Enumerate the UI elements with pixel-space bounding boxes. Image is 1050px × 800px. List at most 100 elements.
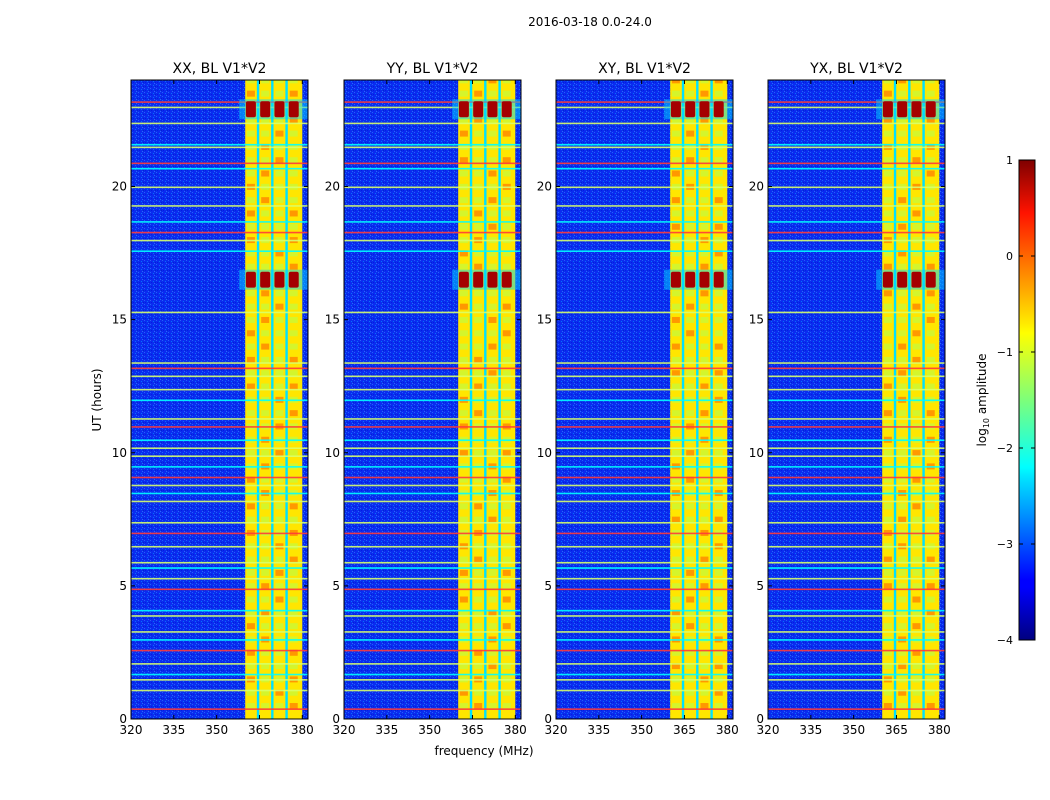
channel-blotch xyxy=(926,303,935,310)
channel-blotch xyxy=(459,583,468,590)
panel-frame xyxy=(767,79,946,720)
x-tick-label: 320 xyxy=(333,723,356,737)
channel-blotch xyxy=(883,596,892,603)
channel-blotch xyxy=(671,263,680,270)
rfi-line xyxy=(556,146,733,149)
rfi-line xyxy=(344,708,521,710)
channel-blotch xyxy=(502,290,511,297)
channel-blotch xyxy=(714,689,723,696)
rfi-line xyxy=(556,521,733,524)
channel-blotch xyxy=(926,569,935,576)
channel-blotch xyxy=(488,583,497,590)
rfi-line xyxy=(344,162,521,165)
channel-blotch xyxy=(714,476,723,483)
rfi-line xyxy=(768,663,945,665)
channel-blotch xyxy=(474,117,483,124)
burst-16h xyxy=(699,271,710,288)
channel-blotch xyxy=(289,250,298,257)
channel-blotch xyxy=(883,130,892,137)
rfi-line xyxy=(556,639,733,641)
channel-blotch xyxy=(926,330,935,337)
channel-blotch xyxy=(488,316,497,323)
rfi-line xyxy=(768,521,945,524)
channel-blotch xyxy=(246,476,255,483)
rfi-line xyxy=(768,639,945,641)
burst-16h xyxy=(473,271,484,288)
rfi-line xyxy=(344,609,521,612)
channel-blotch xyxy=(912,689,921,696)
burst-16h xyxy=(487,271,498,288)
channel-blotch xyxy=(926,80,935,84)
channel-blotch xyxy=(714,117,723,124)
channel-blotch xyxy=(686,450,695,457)
channel-blotch xyxy=(289,90,298,97)
channel-blotch xyxy=(459,503,468,510)
channel-blotch xyxy=(912,569,921,576)
channel-blotch xyxy=(289,170,298,177)
channel-blotch xyxy=(686,663,695,670)
channel-blotch xyxy=(289,703,298,710)
channel-blotch xyxy=(261,516,270,523)
channel-blotch xyxy=(474,290,483,297)
rfi-line xyxy=(131,639,308,641)
channel-blotch xyxy=(883,343,892,350)
channel-blotch xyxy=(289,370,298,377)
channel-blotch xyxy=(502,623,511,630)
channel-blotch xyxy=(898,450,907,457)
rfi-line xyxy=(556,205,733,207)
rfi-line xyxy=(768,615,945,617)
channel-blotch xyxy=(261,370,270,377)
channel-blotch xyxy=(686,90,695,97)
channel-blotch xyxy=(502,476,511,483)
channel-blotch xyxy=(275,703,284,710)
rfi-line xyxy=(131,532,308,535)
channel-blotch xyxy=(912,80,921,84)
channel-blotch xyxy=(502,117,511,124)
rfi-line xyxy=(556,545,733,548)
rfi-line xyxy=(344,122,521,125)
channel-blotch xyxy=(502,303,511,310)
rfi-line xyxy=(344,447,521,450)
rfi-line xyxy=(556,106,733,109)
channel-blotch xyxy=(686,343,695,350)
channel-blotch xyxy=(671,197,680,204)
channel-blotch xyxy=(912,370,921,377)
rfi-line xyxy=(556,689,733,692)
rfi-line xyxy=(556,447,733,450)
channel-blotch xyxy=(926,383,935,390)
x-tick-label: 350 xyxy=(418,723,441,737)
channel-blotch xyxy=(700,250,709,257)
channel-blotch xyxy=(502,609,511,616)
channel-blotch xyxy=(488,263,497,270)
channel-blotch xyxy=(671,356,680,363)
rfi-line xyxy=(556,388,733,391)
channel-blotch xyxy=(246,330,255,337)
channel-blotch xyxy=(898,476,907,483)
channel-blotch xyxy=(488,290,497,297)
rfi-line xyxy=(344,689,521,692)
channel-blotch xyxy=(912,343,921,350)
rfi-line xyxy=(556,631,733,633)
channel-blotch xyxy=(898,569,907,576)
y-tick-label: 10 xyxy=(112,446,127,460)
channel-blotch xyxy=(926,450,935,457)
channel-blotch xyxy=(898,90,907,97)
rfi-line xyxy=(131,239,308,242)
burst-23h xyxy=(458,101,469,118)
rfi-line xyxy=(131,521,308,524)
rfi-line xyxy=(344,418,521,420)
channel-blotch xyxy=(289,197,298,204)
rfi-line xyxy=(556,101,733,103)
channel-blotch xyxy=(898,263,907,270)
channel-blotch xyxy=(700,689,709,696)
channel-blotch xyxy=(686,649,695,656)
channel-blotch xyxy=(714,516,723,523)
channel-blotch xyxy=(474,343,483,350)
channel-blotch xyxy=(926,197,935,204)
burst-23h xyxy=(274,101,285,118)
channel-blotch xyxy=(686,516,695,523)
channel-blotch xyxy=(671,157,680,164)
channel-blotch xyxy=(275,609,284,616)
channel-blotch xyxy=(926,223,935,230)
channel-blotch xyxy=(898,356,907,363)
